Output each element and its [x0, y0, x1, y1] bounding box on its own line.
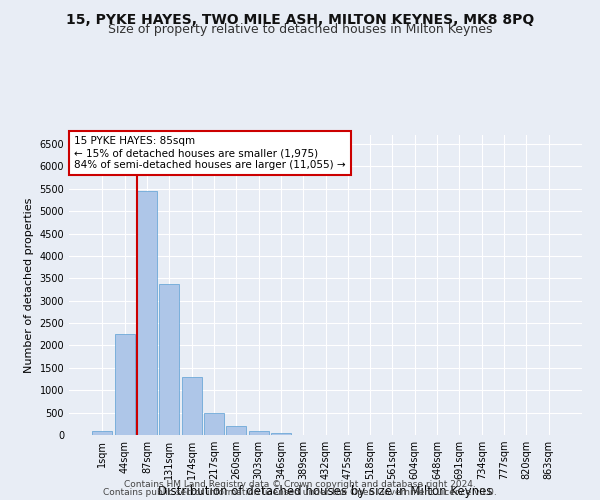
Y-axis label: Number of detached properties: Number of detached properties	[24, 198, 34, 372]
Bar	[115, 334, 135, 435]
Text: 15, PYKE HAYES, TWO MILE ASH, MILTON KEYNES, MK8 8PQ: 15, PYKE HAYES, TWO MILE ASH, MILTON KEY…	[66, 12, 534, 26]
Text: Contains HM Land Registry data © Crown copyright and database right 2024.: Contains HM Land Registry data © Crown c…	[124, 480, 476, 489]
Text: Contains public sector information licensed under the Open Government Licence v3: Contains public sector information licen…	[103, 488, 497, 497]
Bar	[92, 432, 112, 435]
Bar	[137, 191, 157, 435]
Bar	[182, 377, 202, 435]
Text: Size of property relative to detached houses in Milton Keynes: Size of property relative to detached ho…	[108, 24, 492, 36]
Bar	[159, 284, 179, 435]
X-axis label: Distribution of detached houses by size in Milton Keynes: Distribution of detached houses by size …	[158, 485, 493, 498]
Bar	[271, 433, 291, 435]
Bar	[226, 426, 246, 435]
Bar	[204, 413, 224, 435]
Text: 15 PYKE HAYES: 85sqm
← 15% of detached houses are smaller (1,975)
84% of semi-de: 15 PYKE HAYES: 85sqm ← 15% of detached h…	[74, 136, 346, 170]
Bar	[248, 432, 269, 435]
